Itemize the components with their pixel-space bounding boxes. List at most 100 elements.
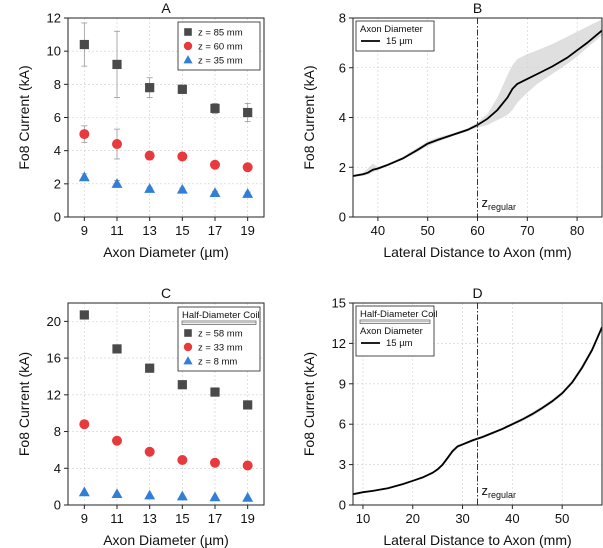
y-tick-label: 12 <box>332 336 346 351</box>
plot-area <box>78 310 254 502</box>
z-regular-label-main: z <box>482 195 489 210</box>
legend-marker <box>183 342 193 352</box>
y-axis-label: Fo8 Current (kA) <box>301 65 317 169</box>
x-tick-label: 20 <box>406 511 420 526</box>
y-tick-label: 0 <box>339 210 346 225</box>
data-point <box>177 455 188 466</box>
legend-label: z = 85 mm <box>198 28 243 39</box>
y-tick-label: 4 <box>54 461 61 476</box>
data-point <box>210 387 220 397</box>
y-tick-label: 0 <box>339 498 346 513</box>
legend-label: z = 35 mm <box>198 56 243 67</box>
y-axis-label: Fo8 Current (kA) <box>16 65 32 169</box>
legend-header: Half-Diameter Coil <box>360 309 438 320</box>
legend-label: 15 µm <box>386 36 413 47</box>
x-tick-label: 17 <box>208 511 222 526</box>
legend-box <box>355 20 435 52</box>
data-point <box>145 363 155 373</box>
data-point <box>209 187 221 198</box>
y-tick-label: 0 <box>54 498 61 513</box>
legend-subheader: Axon Diameter <box>360 326 423 337</box>
data-point <box>112 59 122 70</box>
data-point <box>242 188 254 198</box>
x-axis-label: Axon Diameter (µm) <box>103 244 229 260</box>
panel-C: C 9 11 13 15 17 19 0 4 8 12 16 20 Axon Diameter (µm) F… <box>16 285 265 548</box>
z-regular-label-sub: regular <box>488 490 516 500</box>
legend-label: z = 8 mm <box>198 357 237 368</box>
z-regular-label-sub: regular <box>488 202 516 212</box>
plot-area <box>78 22 254 198</box>
data-point <box>243 400 253 410</box>
y-tick-label: 6 <box>339 417 346 432</box>
plot-area <box>353 324 602 496</box>
legend-label: z = 33 mm <box>198 343 243 354</box>
y-axis-label: Fo8 Current (kA) <box>16 352 32 456</box>
data-point <box>210 103 220 113</box>
data-point <box>79 39 89 50</box>
data-point <box>78 171 90 182</box>
y-tick-label: 6 <box>54 110 61 125</box>
y-tick-label: 15 <box>332 296 346 311</box>
x-tick-label: 15 <box>175 223 189 238</box>
panel-title: A <box>161 0 171 16</box>
plot-frame <box>352 17 603 218</box>
x-tick-label: 9 <box>81 511 88 526</box>
y-tick-label: 4 <box>54 143 61 158</box>
x-tick-label: 40 <box>371 223 385 238</box>
x-axis-label: Axon Diameter (µm) <box>103 532 229 548</box>
plot-frame <box>67 302 265 506</box>
data-point <box>78 486 90 497</box>
data-point <box>243 107 253 118</box>
x-axis-label: Lateral Distance to Axon (mm) <box>383 532 571 548</box>
legend-box <box>177 306 261 372</box>
data-point <box>79 310 89 320</box>
x-tick-label: 10 <box>356 511 370 526</box>
data-point <box>112 139 122 150</box>
data-point <box>144 150 155 161</box>
x-tick-label: 19 <box>240 223 254 238</box>
data-point <box>145 83 155 93</box>
z-regular-label-main: z <box>482 483 489 498</box>
y-tick-label: 10 <box>47 44 61 59</box>
data-point <box>144 489 156 500</box>
y-tick-label: 8 <box>54 77 61 92</box>
data-point <box>177 84 187 94</box>
legend: z = 85 mm z = 60 mm z = 35 mm <box>177 21 261 71</box>
z-regular-label: zregular <box>482 195 517 212</box>
data-point <box>79 419 90 430</box>
panel-title: B <box>473 0 482 16</box>
x-tick-label: 13 <box>142 511 156 526</box>
data-point <box>176 490 188 501</box>
x-tick-label: 17 <box>208 223 222 238</box>
data-point <box>111 178 123 188</box>
x-tick-label: 15 <box>175 511 189 526</box>
data-point <box>112 344 122 354</box>
x-axis-label: Lateral Distance to Axon (mm) <box>383 244 571 260</box>
panel-title: D <box>472 285 482 301</box>
x-tick-label: 30 <box>455 511 469 526</box>
x-tick-label: 19 <box>240 511 254 526</box>
data-point <box>144 183 156 193</box>
data-point <box>112 435 122 446</box>
y-tick-label: 8 <box>339 11 346 26</box>
data-point <box>209 491 221 502</box>
legend-header: Axon Diameter <box>360 24 423 35</box>
data-point <box>176 183 188 194</box>
plot-frame <box>67 17 265 218</box>
data-point <box>210 159 220 170</box>
data-point <box>177 380 187 390</box>
panel-D: D 10 20 30 40 50 0 3 6 9 12 15 Lateral Distance to A… <box>301 285 603 548</box>
x-tick-label: 11 <box>110 223 124 238</box>
y-tick-label: 0 <box>54 210 61 225</box>
x-tick-label: 11 <box>110 511 124 526</box>
legend-marker <box>184 329 192 337</box>
z-regular-label: zregular <box>482 483 517 500</box>
legend-marker <box>183 356 193 365</box>
y-tick-label: 3 <box>339 457 346 472</box>
series-line <box>353 326 602 496</box>
legend-box <box>355 305 435 357</box>
x-tick-label: 80 <box>570 223 584 238</box>
